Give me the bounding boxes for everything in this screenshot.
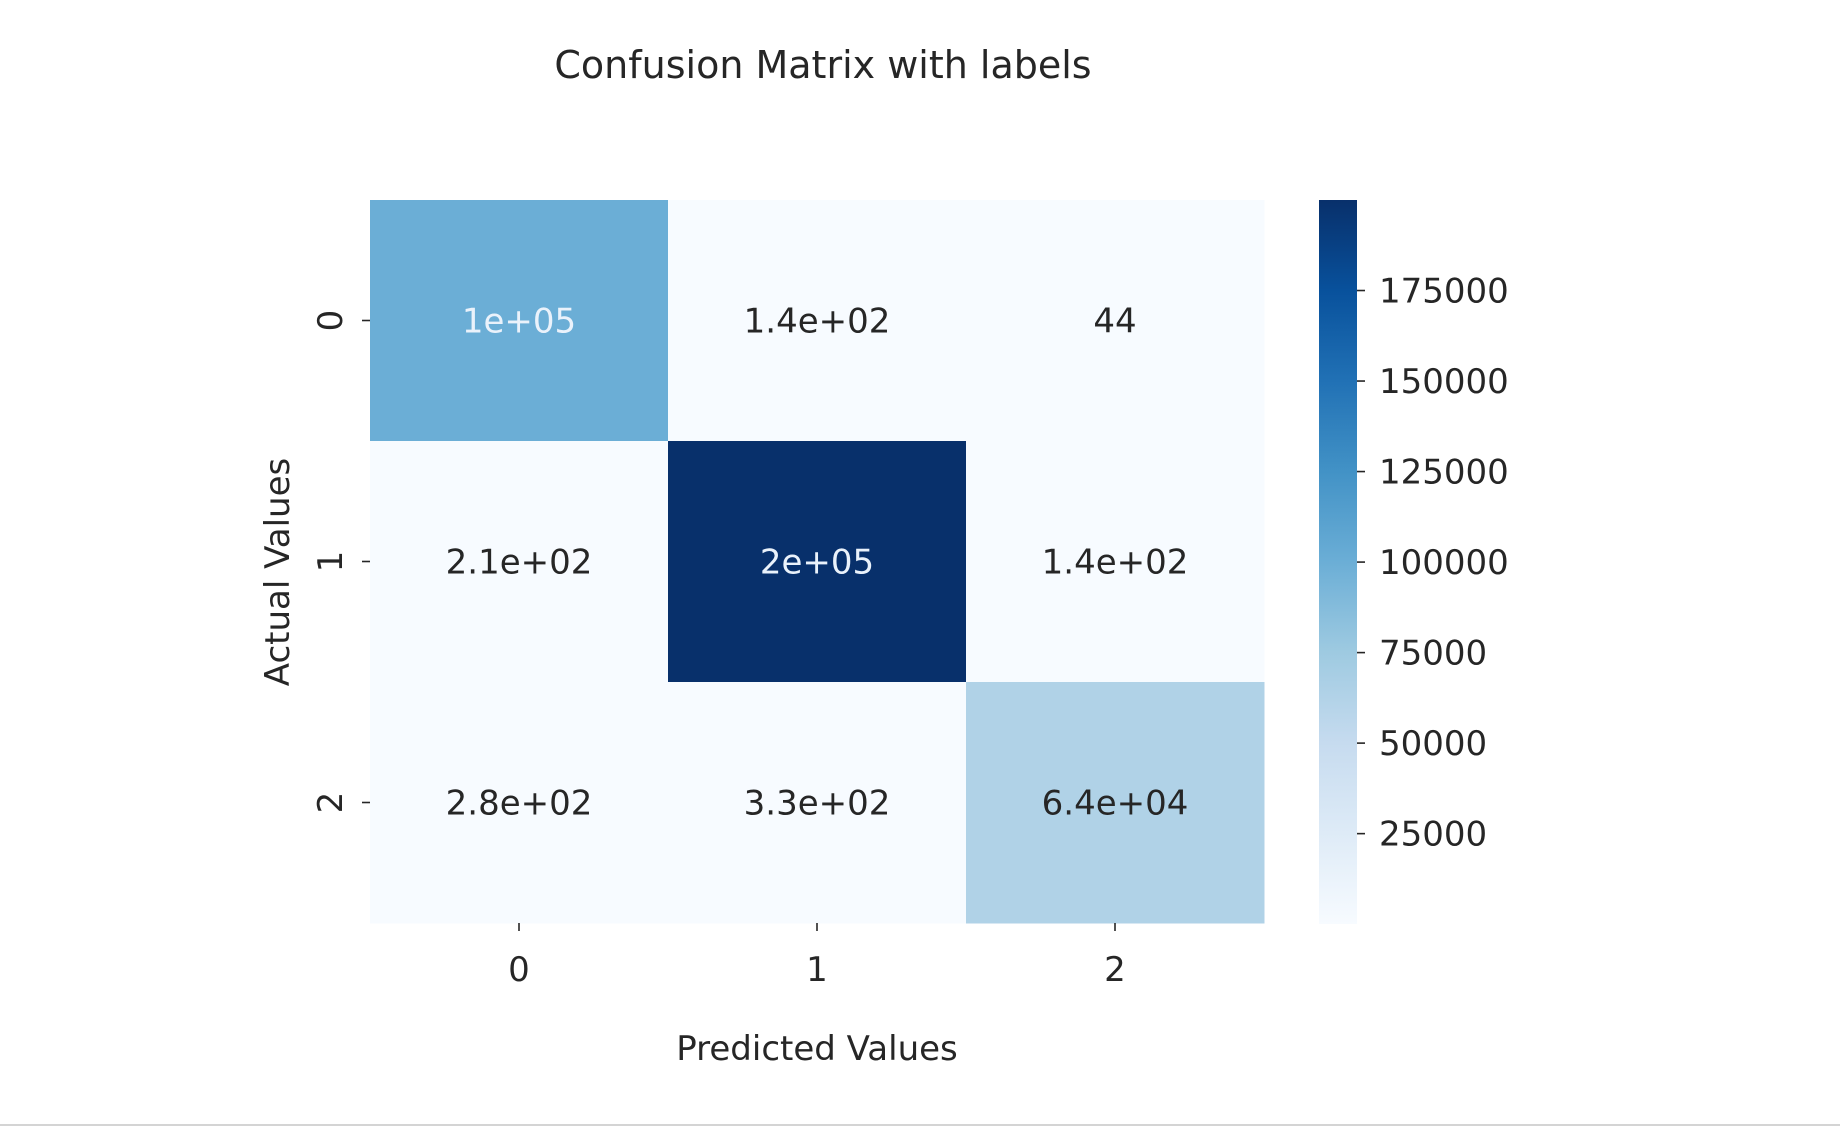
heatmap-cell-0-1 xyxy=(668,200,967,442)
cell-annotation-1-0: 2.1e+02 xyxy=(446,543,593,583)
cell-annotation-0-2: 44 xyxy=(1093,302,1136,342)
colorbar-tick-label-6: 175000 xyxy=(1379,272,1509,312)
colorbar-ticks: 25000 50000 75000 100000 125000 150000 175000 xyxy=(1357,272,1509,855)
colorbar-tick-label-1: 50000 xyxy=(1379,724,1487,764)
cell-annotation-1-1: 2e+05 xyxy=(760,543,874,583)
heatmap-cell-2-2 xyxy=(966,682,1265,924)
heatmap-cell-0-0 xyxy=(370,200,669,442)
cell-annotation-1-2: 1.4e+02 xyxy=(1042,543,1189,583)
heatmap-cell-2-1 xyxy=(668,682,967,924)
cell-annotation-2-1: 3.3e+02 xyxy=(744,784,891,824)
chart-title: Confusion Matrix with labels xyxy=(554,43,1091,87)
heatmap-cell-1-0 xyxy=(370,441,669,683)
cell-annotation-0-1: 1.4e+02 xyxy=(744,302,891,342)
heatmap-cell-1-1 xyxy=(668,441,967,683)
x-axis: 0 1 2 xyxy=(508,923,1126,990)
y-tick-label-1: 1 xyxy=(311,551,351,573)
colorbar xyxy=(1319,200,1357,924)
y-tick-label-0: 0 xyxy=(311,310,351,332)
colorbar-tick-label-5: 150000 xyxy=(1379,362,1509,402)
x-axis-label: Predicted Values xyxy=(676,1029,958,1069)
y-axis-label: Actual Values xyxy=(258,458,298,686)
colorbar-tick-label-3: 100000 xyxy=(1379,543,1509,583)
heatmap-cell-0-2 xyxy=(966,200,1265,442)
heatmap-cell-1-2 xyxy=(966,441,1265,683)
bottom-divider xyxy=(0,1124,1840,1126)
x-tick-label-1: 1 xyxy=(806,950,828,990)
cell-annotation-2-0: 2.8e+02 xyxy=(446,784,593,824)
cell-annotation-0-0: 1e+05 xyxy=(462,302,576,342)
heatmap-cell-2-0 xyxy=(370,682,669,924)
colorbar-tick-label-2: 75000 xyxy=(1379,634,1487,674)
x-tick-label-0: 0 xyxy=(508,950,530,990)
y-axis: 0 1 2 xyxy=(311,310,370,814)
heatmap-cells xyxy=(370,200,1265,924)
y-tick-label-2: 2 xyxy=(311,792,351,814)
x-tick-label-2: 2 xyxy=(1104,950,1126,990)
cell-annotations: 1e+05 1.4e+02 44 2.1e+02 2e+05 1.4e+02 2.8e+02… xyxy=(446,302,1189,824)
colorbar-tick-label-4: 125000 xyxy=(1379,453,1509,493)
colorbar-tick-label-0: 25000 xyxy=(1379,815,1487,855)
cell-annotation-2-2: 6.4e+04 xyxy=(1042,784,1189,824)
